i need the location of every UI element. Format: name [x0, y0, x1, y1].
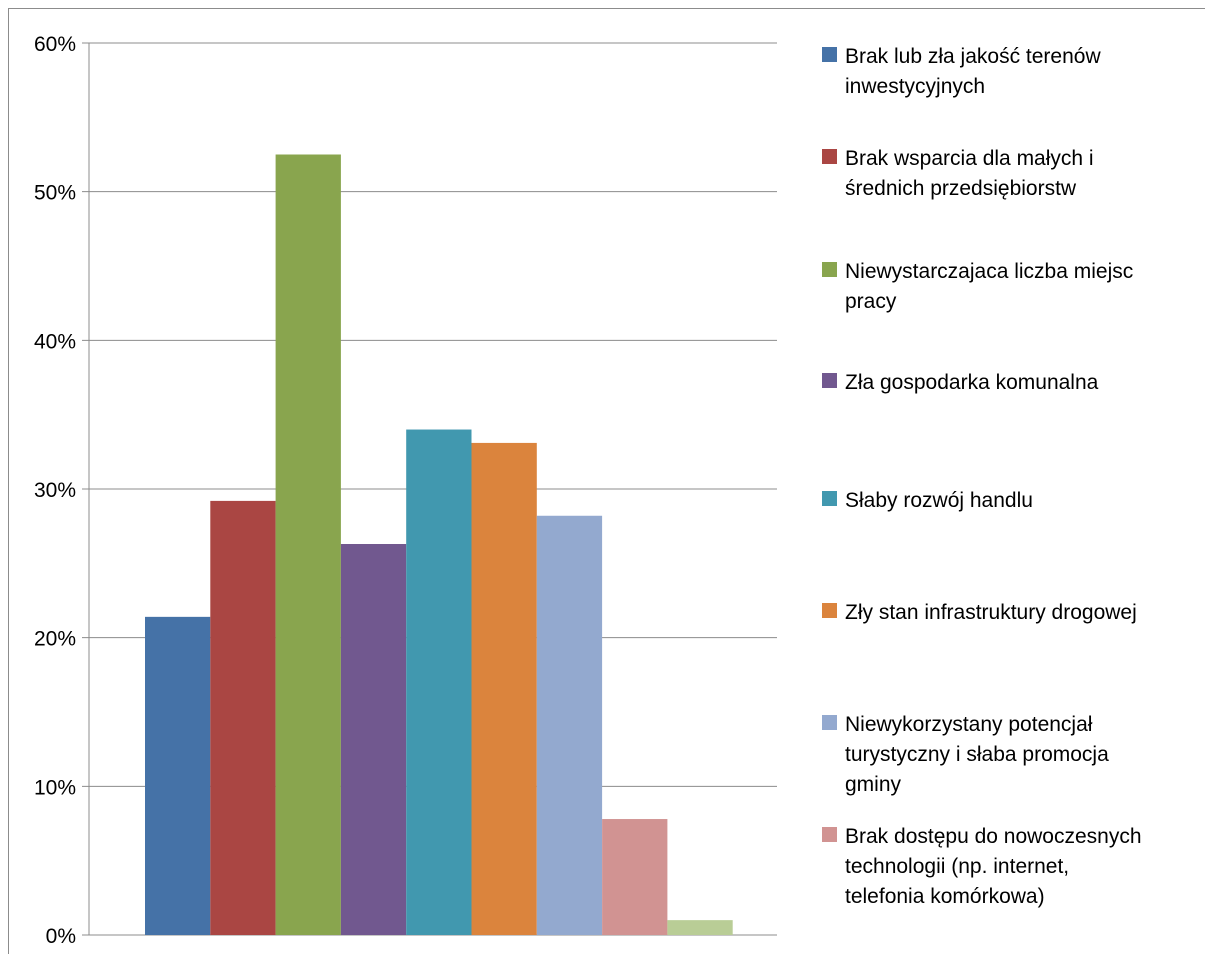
legend-swatch	[822, 373, 837, 388]
y-tick-label: 10%	[34, 776, 76, 799]
bars	[145, 154, 733, 935]
legend-label: średnich przedsiębiorstw	[845, 177, 1077, 200]
legend-label: Niewykorzystany potencjał	[845, 713, 1093, 736]
bar	[406, 429, 472, 935]
bar	[340, 544, 407, 935]
bar	[602, 819, 668, 935]
bar	[210, 500, 276, 935]
legend-label: gminy	[845, 773, 902, 796]
legend-label: technologii (np. internet,	[845, 855, 1069, 878]
legend-label: Brak lub zła jakość terenów	[845, 45, 1101, 68]
y-tick-label: 40%	[34, 330, 76, 353]
y-tick-label: 50%	[34, 182, 76, 205]
legend-label: Zły stan infrastruktury drogowej	[845, 601, 1137, 624]
legend-swatch	[822, 262, 837, 277]
legend-label: Zła gospodarka komunalna	[845, 371, 1099, 394]
legend-label: inwestycyjnych	[845, 75, 985, 98]
y-tick-label: 0%	[46, 925, 76, 948]
legend-swatch	[822, 149, 837, 164]
legend-label: turystyczny i słaba promocja	[845, 743, 1109, 766]
y-tick-label: 20%	[34, 628, 76, 651]
bar	[275, 154, 341, 935]
legend-label: Brak wsparcia dla małych i	[845, 147, 1094, 170]
legend-swatch	[822, 603, 837, 618]
bar	[667, 920, 733, 935]
legend-label: Brak dostępu do nowoczesnych	[845, 825, 1142, 848]
y-tick-label: 60%	[34, 33, 76, 56]
legend-swatch	[822, 47, 837, 62]
chart-frame	[8, 8, 1205, 954]
legend: Brak lub zła jakość terenów inwestycyjnyc…	[822, 45, 1142, 908]
bar	[536, 515, 603, 935]
y-axis: 0% 10% 20% 30% 40% 50% 60%	[34, 33, 90, 948]
y-tick-label: 30%	[34, 479, 76, 502]
legend-swatch	[822, 827, 837, 842]
legend-label: telefonia komórkowa)	[845, 885, 1045, 908]
legend-swatch	[822, 715, 837, 730]
legend-label: Niewystarczajaca liczba miejsc	[845, 260, 1133, 283]
bar	[145, 616, 211, 935]
legend-label: Słaby rozwój handlu	[845, 489, 1033, 512]
bar	[471, 442, 537, 935]
legend-swatch	[822, 491, 837, 506]
legend-label: pracy	[845, 290, 897, 313]
